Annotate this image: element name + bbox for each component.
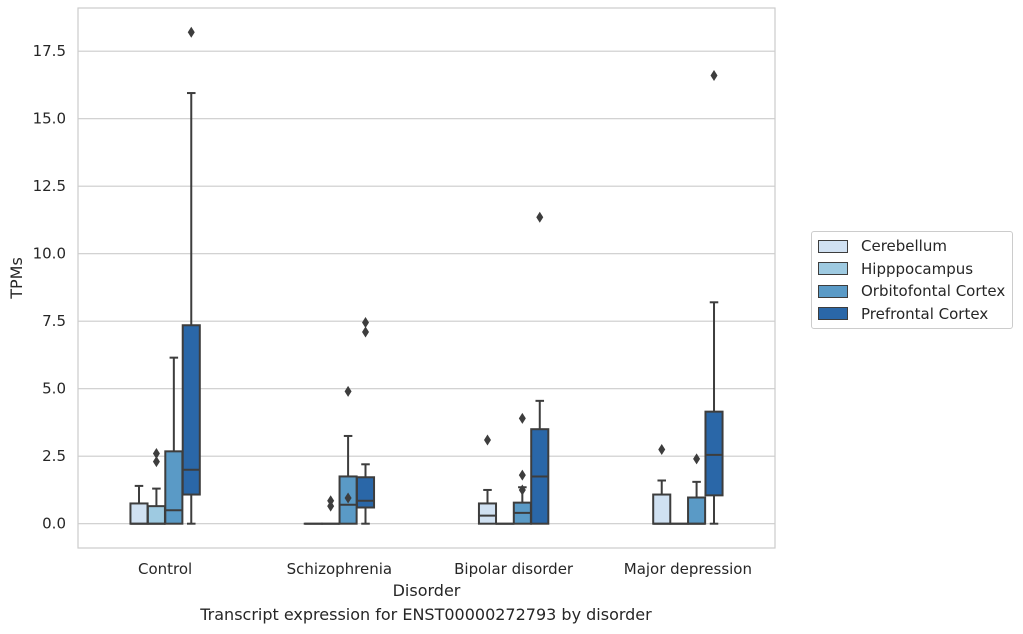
- y-tick-label: 17.5: [33, 42, 66, 60]
- outlier-point: [152, 456, 160, 468]
- outlier-point: [362, 317, 370, 329]
- outlier-point: [518, 469, 526, 481]
- y-tick-label: 5.0: [42, 380, 66, 398]
- legend-swatch: [818, 262, 848, 276]
- box-orbitofontal-cortex: [512, 412, 532, 525]
- box-iqr: [164, 450, 184, 525]
- y-tick-label: 2.5: [42, 447, 66, 465]
- box-iqr: [704, 410, 724, 497]
- box-prefrontal-cortex: [530, 211, 550, 525]
- legend-item: Prefrontal Cortex: [812, 303, 1012, 326]
- legend-label: Cerebellum: [861, 237, 947, 256]
- box-iqr: [652, 493, 672, 525]
- box-prefrontal-cortex: [355, 317, 376, 525]
- chart-caption: Transcript expression for ENST0000027279…: [200, 605, 652, 624]
- outlier-point: [658, 443, 666, 455]
- x-tick-label: Schizophrenia: [287, 560, 392, 578]
- box-prefrontal-cortex: [704, 70, 724, 525]
- y-tick-labels: 0.0 2.5 5.0 7.5 10.0 12.5 15.0 17.5: [33, 42, 66, 533]
- box-iqr: [355, 476, 376, 509]
- y-tick-label: 12.5: [33, 177, 66, 195]
- box-orbitofontal-cortex: [338, 385, 358, 525]
- legend-swatch: [818, 284, 848, 298]
- outlier-point: [536, 211, 544, 223]
- outlier-point: [362, 326, 370, 338]
- outlier-point: [483, 434, 491, 446]
- y-tick-label: 10.0: [33, 245, 66, 263]
- x-tick-label: Bipolar disorder: [454, 560, 574, 578]
- legend-swatch: [818, 307, 848, 321]
- outlier-point: [152, 448, 160, 459]
- legend-label: Hipppocampus: [861, 259, 974, 278]
- box-cerebellum: [652, 443, 672, 525]
- legend-swatch: [818, 239, 848, 253]
- box-prefrontal-cortex: [181, 26, 201, 525]
- box-iqr: [181, 324, 201, 496]
- x-tick-label: Control: [138, 560, 192, 578]
- box-cerebellum: [477, 434, 498, 525]
- outlier-point: [187, 26, 195, 38]
- outlier-point: [693, 453, 701, 465]
- legend-label: Orbitofontal Cortex: [861, 282, 1006, 301]
- box-iqr: [477, 502, 498, 525]
- x-tick-labels: Control Schizophrenia Bipolar disorder Majo…: [138, 560, 752, 578]
- outlier-point: [344, 492, 352, 504]
- x-tick-label: Major depression: [624, 560, 752, 578]
- legend-item: Hipppocampus: [812, 258, 1012, 281]
- box-iqr: [687, 496, 707, 525]
- box-orbitofontal-cortex: [687, 453, 707, 525]
- outlier-point: [327, 495, 335, 507]
- legend-item: Orbitofontal Cortex: [812, 280, 1012, 303]
- y-tick-label: 0.0: [42, 515, 66, 533]
- box-hipppocampus: [321, 495, 341, 525]
- outlier-point: [344, 385, 352, 397]
- outlier-point: [710, 70, 718, 81]
- box-iqr: [129, 502, 149, 525]
- legend: Cerebellum Hipppocampus Orbitofontal Corte…: [811, 231, 1013, 329]
- outlier-point: [518, 412, 526, 424]
- outlier-point: [518, 484, 526, 496]
- legend-label: Prefrontal Cortex: [861, 304, 989, 323]
- y-tick-label: 7.5: [42, 312, 66, 330]
- x-axis-label: Disorder: [393, 581, 461, 600]
- legend-item: Cerebellum: [812, 235, 1012, 258]
- boxes-layer: [129, 26, 724, 525]
- y-tick-label: 15.0: [33, 110, 66, 128]
- box-iqr: [146, 505, 166, 525]
- y-axis-label: TPMs: [7, 257, 26, 300]
